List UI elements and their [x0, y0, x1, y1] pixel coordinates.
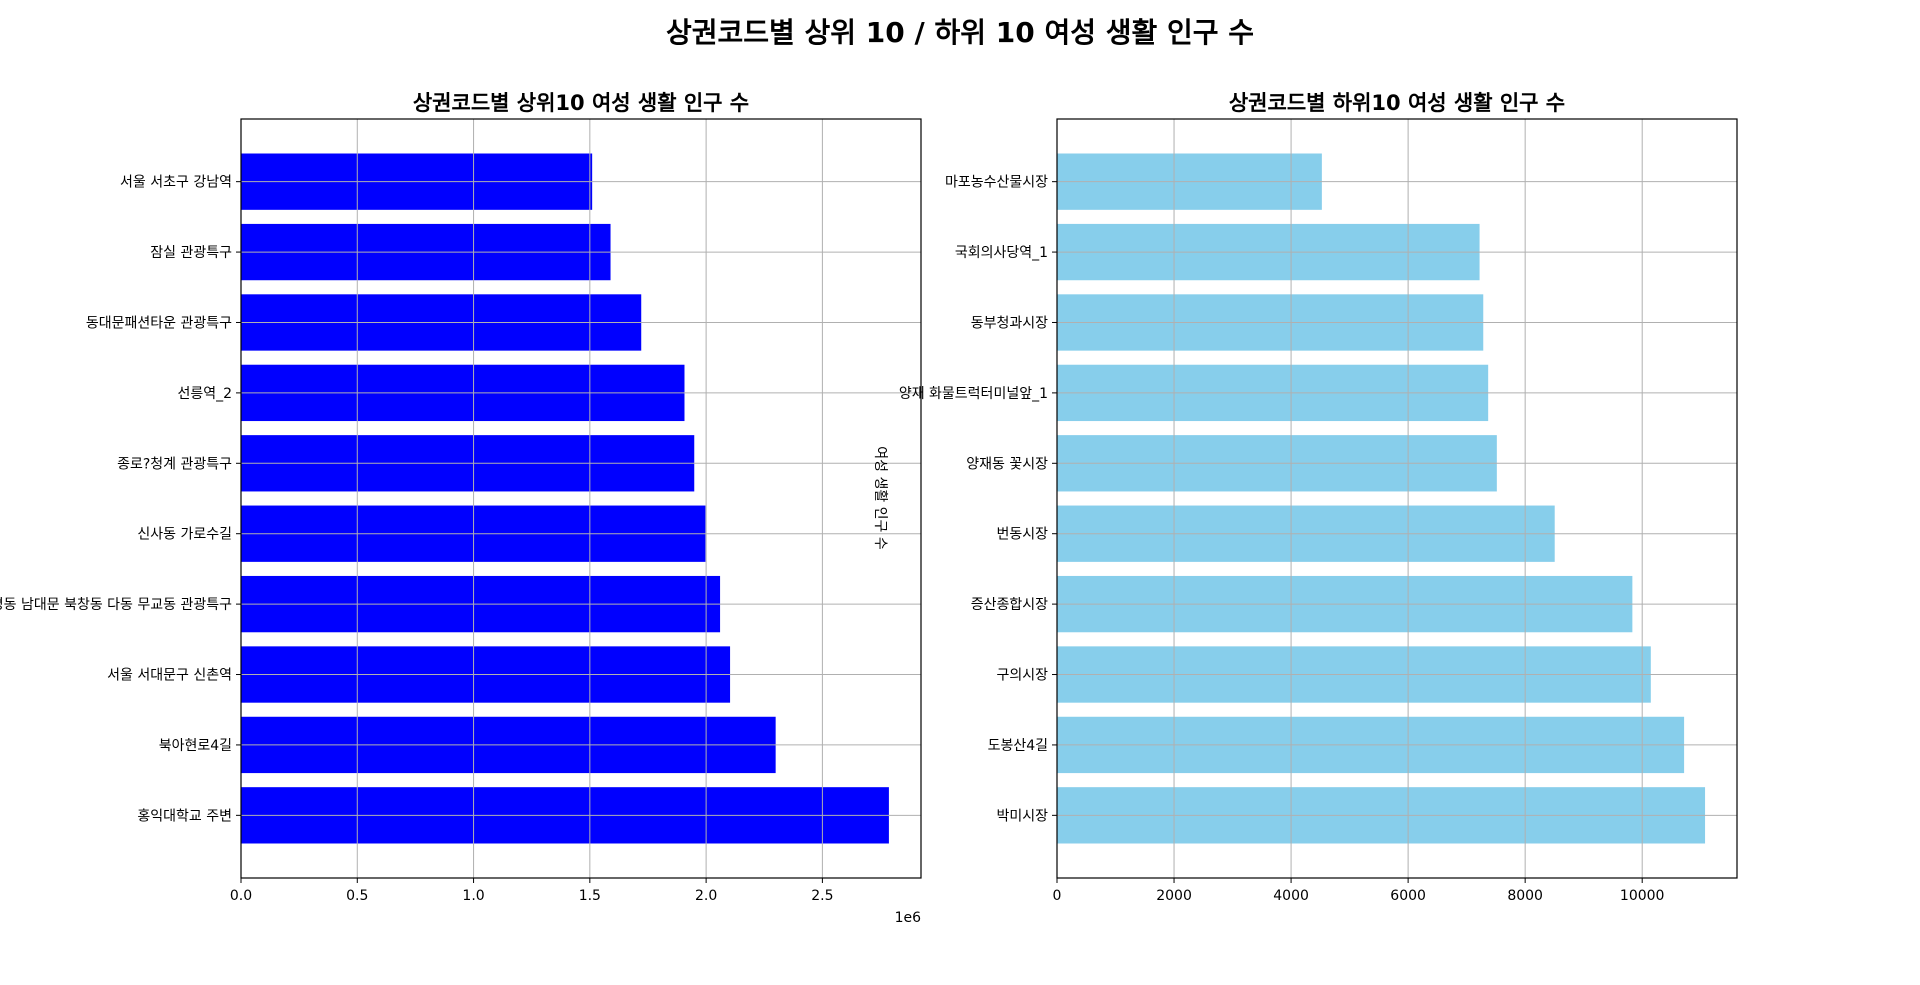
y-tick-label: 홍익대학교 주변	[137, 808, 232, 824]
x-tick-label: 2000	[1156, 888, 1192, 904]
y-tick-label: 번동시장	[996, 527, 1048, 543]
chart-title: 상권코드별 상위10 여성 생활 인구 수	[413, 91, 749, 115]
x-offset-label: 1e6	[895, 910, 922, 926]
y-tick-label: 구의시장	[996, 668, 1048, 684]
y-tick-label: 양재 화물트럭터미널앞_1	[899, 386, 1048, 402]
y-tick-label: 마포농수산물시장	[945, 175, 1048, 191]
bottom10-chart: 0 2000 4000 6000 8000 10000 박미시장 도봉산4길 구의시장 증산종합시…	[872, 91, 1738, 904]
x-tick-label: 2.0	[695, 888, 717, 904]
y-tick-label: 종로?청계 관광특구	[117, 456, 232, 472]
x-tick-label: 4000	[1273, 888, 1309, 904]
y-tick-label: 도봉산4길	[988, 738, 1048, 754]
y-tick-label: 명동 남대문 북창동 다동 무교동 관광특구	[0, 597, 232, 613]
y-tick-label: 신사동 가로수길	[137, 527, 232, 543]
x-tick-label: 1.5	[579, 888, 601, 904]
x-tick-label: 2.5	[811, 888, 833, 904]
y-tick-label: 국회의사당역_1	[955, 245, 1048, 261]
x-tick-label: 0.0	[230, 888, 252, 904]
x-tick-label: 0	[1053, 888, 1062, 904]
axes-frame	[1056, 118, 1738, 879]
x-tick-label: 6000	[1390, 888, 1426, 904]
y-tick-label: 북아현로4길	[159, 738, 232, 754]
y-tick-label: 양재동 꽃시장	[966, 456, 1048, 472]
axes-frame	[240, 118, 922, 879]
y-axis-label: 여성 생활 인구 수	[872, 446, 888, 550]
x-tick-label: 8000	[1507, 888, 1543, 904]
y-tick-label: 선릉역_2	[177, 386, 232, 402]
y-tick-label: 서울 서초구 강남역	[120, 175, 232, 191]
figure-title: 상권코드별 상위 10 / 하위 10 여성 생활 인구 수	[666, 16, 1254, 49]
y-tick-label: 증산종합시장	[971, 597, 1048, 613]
y-tick-label: 박미시장	[996, 808, 1048, 824]
top10-chart: 0.0 0.5 1.0 1.5 2.0 2.5 홍익대학교 주변 북아현로4길 서울 서대문구 …	[0, 91, 922, 926]
y-tick-label: 동대문패션타운 관광특구	[86, 315, 232, 331]
x-tick-label: 0.5	[346, 888, 368, 904]
y-tick-label: 동부청과시장	[971, 315, 1048, 331]
y-tick-label: 서울 서대문구 신촌역	[107, 668, 232, 684]
x-tick-label: 1.0	[462, 888, 484, 904]
chart-title: 상권코드별 하위10 여성 생활 인구 수	[1229, 91, 1565, 115]
x-tick-label: 10000	[1620, 888, 1665, 904]
y-tick-label: 잠실 관광특구	[150, 245, 232, 261]
